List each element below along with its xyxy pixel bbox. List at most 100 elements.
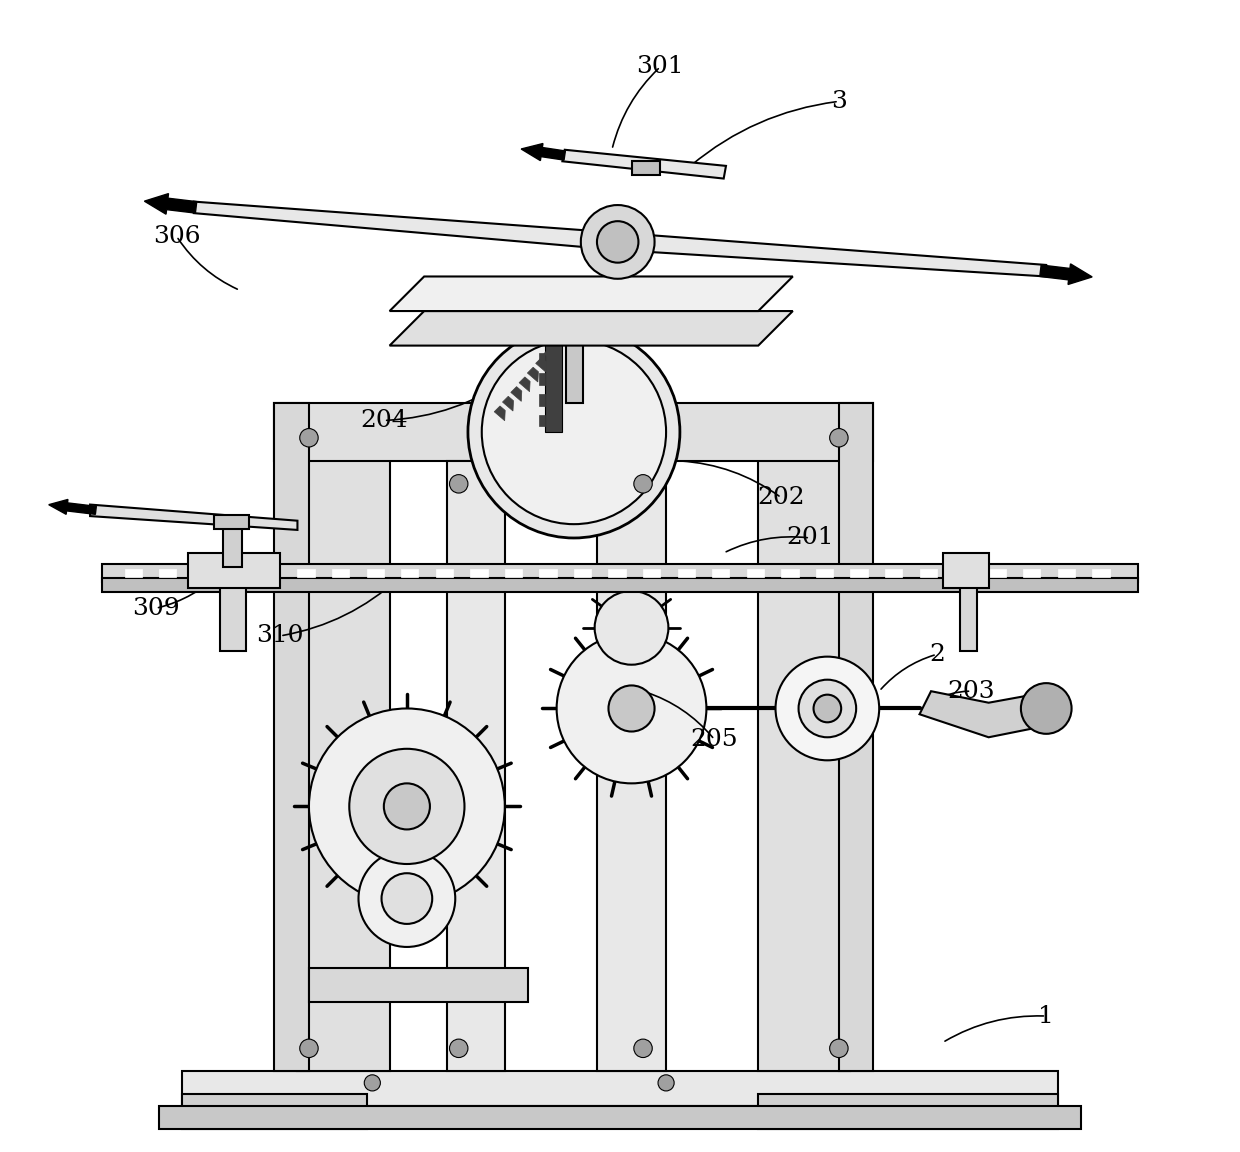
Circle shape	[467, 326, 680, 538]
Circle shape	[309, 708, 505, 904]
Polygon shape	[960, 585, 977, 651]
Polygon shape	[539, 569, 557, 577]
Circle shape	[300, 429, 319, 447]
Polygon shape	[367, 569, 384, 577]
Circle shape	[450, 475, 467, 493]
Polygon shape	[182, 1094, 367, 1129]
Polygon shape	[332, 569, 350, 577]
Text: 203: 203	[947, 680, 996, 703]
Circle shape	[775, 657, 879, 760]
Polygon shape	[644, 569, 661, 577]
Polygon shape	[274, 403, 873, 461]
Circle shape	[830, 1039, 848, 1058]
Text: 310: 310	[257, 624, 304, 647]
Text: 2: 2	[929, 643, 945, 666]
FancyArrow shape	[1040, 264, 1092, 285]
FancyArrow shape	[521, 144, 565, 160]
Circle shape	[382, 873, 433, 924]
Polygon shape	[309, 968, 528, 1002]
Polygon shape	[505, 569, 522, 577]
Polygon shape	[1023, 569, 1040, 577]
Circle shape	[358, 850, 455, 947]
Polygon shape	[188, 553, 280, 588]
Circle shape	[595, 591, 668, 665]
Polygon shape	[520, 377, 529, 392]
Text: 202: 202	[758, 486, 805, 509]
Polygon shape	[102, 564, 1138, 582]
Circle shape	[799, 680, 856, 737]
Polygon shape	[274, 403, 309, 1071]
Polygon shape	[609, 569, 626, 577]
Text: 309: 309	[131, 597, 180, 620]
Polygon shape	[851, 569, 868, 577]
Polygon shape	[448, 461, 505, 1071]
Polygon shape	[539, 332, 546, 343]
Polygon shape	[758, 1094, 1058, 1129]
Polygon shape	[502, 396, 513, 411]
Text: 201: 201	[786, 526, 833, 550]
Polygon shape	[677, 569, 694, 577]
Polygon shape	[712, 569, 729, 577]
Polygon shape	[298, 569, 315, 577]
Polygon shape	[511, 387, 522, 401]
Circle shape	[450, 1039, 467, 1058]
Polygon shape	[193, 569, 211, 577]
Polygon shape	[544, 348, 556, 363]
Polygon shape	[159, 1106, 1081, 1129]
Polygon shape	[536, 357, 547, 372]
Polygon shape	[781, 569, 799, 577]
Circle shape	[1021, 683, 1071, 734]
Polygon shape	[1092, 569, 1110, 577]
Polygon shape	[574, 569, 591, 577]
Polygon shape	[125, 569, 141, 577]
Circle shape	[658, 1075, 675, 1091]
Bar	[631, 161, 661, 175]
Text: 205: 205	[691, 728, 738, 751]
Polygon shape	[539, 353, 546, 364]
Polygon shape	[920, 569, 936, 577]
Polygon shape	[389, 311, 792, 346]
Polygon shape	[839, 403, 873, 1071]
Circle shape	[634, 475, 652, 493]
Polygon shape	[221, 585, 246, 651]
Polygon shape	[596, 461, 666, 1071]
Circle shape	[596, 221, 639, 263]
Polygon shape	[527, 367, 538, 382]
Text: 301: 301	[636, 55, 684, 78]
Polygon shape	[263, 569, 280, 577]
Polygon shape	[159, 569, 176, 577]
Circle shape	[384, 783, 430, 829]
Polygon shape	[1058, 569, 1075, 577]
Polygon shape	[539, 394, 546, 406]
Polygon shape	[102, 578, 1138, 592]
Polygon shape	[618, 233, 1047, 276]
Polygon shape	[222, 524, 242, 567]
Polygon shape	[942, 553, 988, 588]
Polygon shape	[920, 691, 1052, 737]
Polygon shape	[988, 569, 1006, 577]
Circle shape	[609, 685, 655, 732]
FancyArrow shape	[144, 194, 197, 214]
Polygon shape	[758, 426, 851, 1071]
Polygon shape	[495, 406, 505, 420]
Polygon shape	[563, 150, 725, 179]
Polygon shape	[954, 569, 971, 577]
Polygon shape	[885, 569, 903, 577]
FancyArrow shape	[48, 500, 97, 514]
Polygon shape	[91, 505, 298, 530]
Polygon shape	[546, 328, 563, 432]
Polygon shape	[816, 569, 833, 577]
Polygon shape	[435, 569, 453, 577]
Circle shape	[830, 429, 848, 447]
Polygon shape	[193, 202, 618, 250]
Polygon shape	[746, 569, 764, 577]
Text: 1: 1	[1038, 1005, 1054, 1028]
Polygon shape	[298, 426, 389, 1071]
Circle shape	[350, 749, 465, 864]
Polygon shape	[389, 276, 792, 311]
Circle shape	[365, 1075, 381, 1091]
Circle shape	[813, 695, 841, 722]
Polygon shape	[539, 373, 546, 385]
Circle shape	[300, 1039, 319, 1058]
Circle shape	[482, 340, 666, 524]
